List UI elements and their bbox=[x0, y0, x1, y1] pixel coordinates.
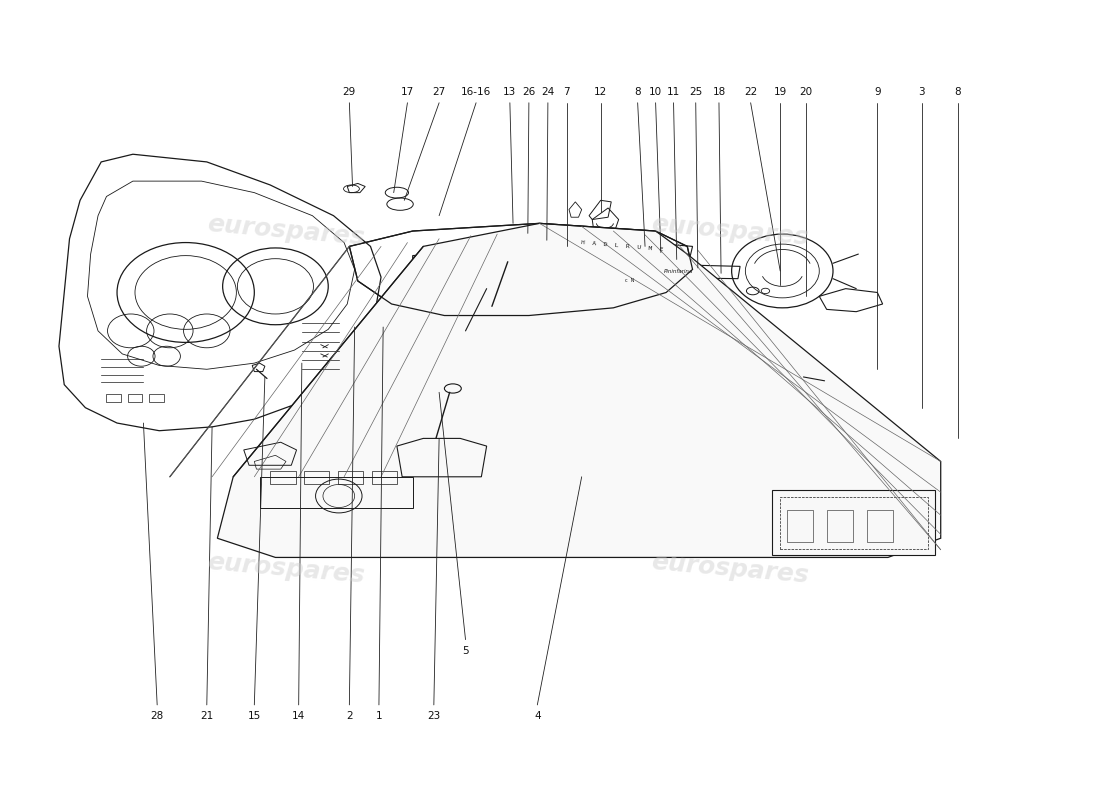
Text: 19: 19 bbox=[773, 86, 786, 97]
Text: 28: 28 bbox=[151, 711, 164, 721]
Bar bbox=[772, 490, 935, 555]
Text: 11: 11 bbox=[667, 86, 680, 97]
Text: 10: 10 bbox=[649, 86, 662, 97]
Bar bbox=[827, 510, 854, 542]
Text: 27: 27 bbox=[432, 86, 446, 97]
Text: 15: 15 bbox=[248, 711, 261, 721]
Bar bbox=[429, 261, 455, 269]
Bar bbox=[128, 394, 142, 402]
Text: eurospares: eurospares bbox=[650, 550, 810, 588]
Text: 7: 7 bbox=[563, 86, 570, 97]
Bar bbox=[469, 252, 495, 259]
Bar bbox=[338, 470, 363, 485]
Bar bbox=[148, 394, 164, 402]
Bar bbox=[304, 470, 329, 485]
Text: 9: 9 bbox=[874, 86, 881, 97]
Text: 4: 4 bbox=[534, 711, 540, 721]
Bar bbox=[549, 252, 575, 259]
Bar bbox=[271, 470, 296, 485]
Bar bbox=[372, 470, 397, 485]
Text: 18: 18 bbox=[713, 86, 726, 97]
Polygon shape bbox=[218, 223, 940, 558]
Text: eurospares: eurospares bbox=[206, 212, 366, 250]
Bar bbox=[260, 477, 412, 507]
Text: 5: 5 bbox=[462, 646, 469, 656]
Text: 24: 24 bbox=[541, 86, 554, 97]
Text: eurospares: eurospares bbox=[650, 212, 810, 250]
Bar bbox=[107, 394, 121, 402]
Text: 23: 23 bbox=[427, 711, 440, 721]
Text: 16-16: 16-16 bbox=[461, 86, 492, 97]
Text: 13: 13 bbox=[503, 86, 517, 97]
Text: 8: 8 bbox=[635, 86, 641, 97]
Text: 12: 12 bbox=[594, 86, 607, 97]
Bar bbox=[786, 510, 813, 542]
Text: 1: 1 bbox=[375, 711, 382, 721]
Bar bbox=[780, 497, 928, 549]
Bar bbox=[867, 510, 893, 542]
Text: 14: 14 bbox=[292, 711, 306, 721]
Text: 17: 17 bbox=[400, 86, 414, 97]
Text: 21: 21 bbox=[200, 711, 213, 721]
Bar bbox=[549, 261, 575, 269]
Bar bbox=[509, 261, 536, 269]
Text: 3: 3 bbox=[918, 86, 925, 97]
Text: eurospares: eurospares bbox=[206, 550, 366, 588]
Text: 2: 2 bbox=[346, 711, 353, 721]
Text: 25: 25 bbox=[689, 86, 703, 97]
Bar bbox=[509, 252, 536, 259]
Bar bbox=[590, 252, 616, 259]
Text: 8: 8 bbox=[955, 86, 961, 97]
Bar bbox=[469, 261, 495, 269]
Text: 20: 20 bbox=[799, 86, 812, 97]
Bar bbox=[620, 278, 640, 285]
Bar bbox=[429, 252, 455, 259]
Text: 22: 22 bbox=[744, 86, 757, 97]
Text: c  N: c N bbox=[625, 278, 634, 283]
Text: 29: 29 bbox=[343, 86, 356, 97]
Text: Pininfarina: Pininfarina bbox=[664, 270, 693, 274]
Bar bbox=[590, 261, 616, 269]
Text: H  A  D  L  R  U  M  E: H A D L R U M E bbox=[581, 239, 663, 252]
Text: 26: 26 bbox=[522, 86, 536, 97]
